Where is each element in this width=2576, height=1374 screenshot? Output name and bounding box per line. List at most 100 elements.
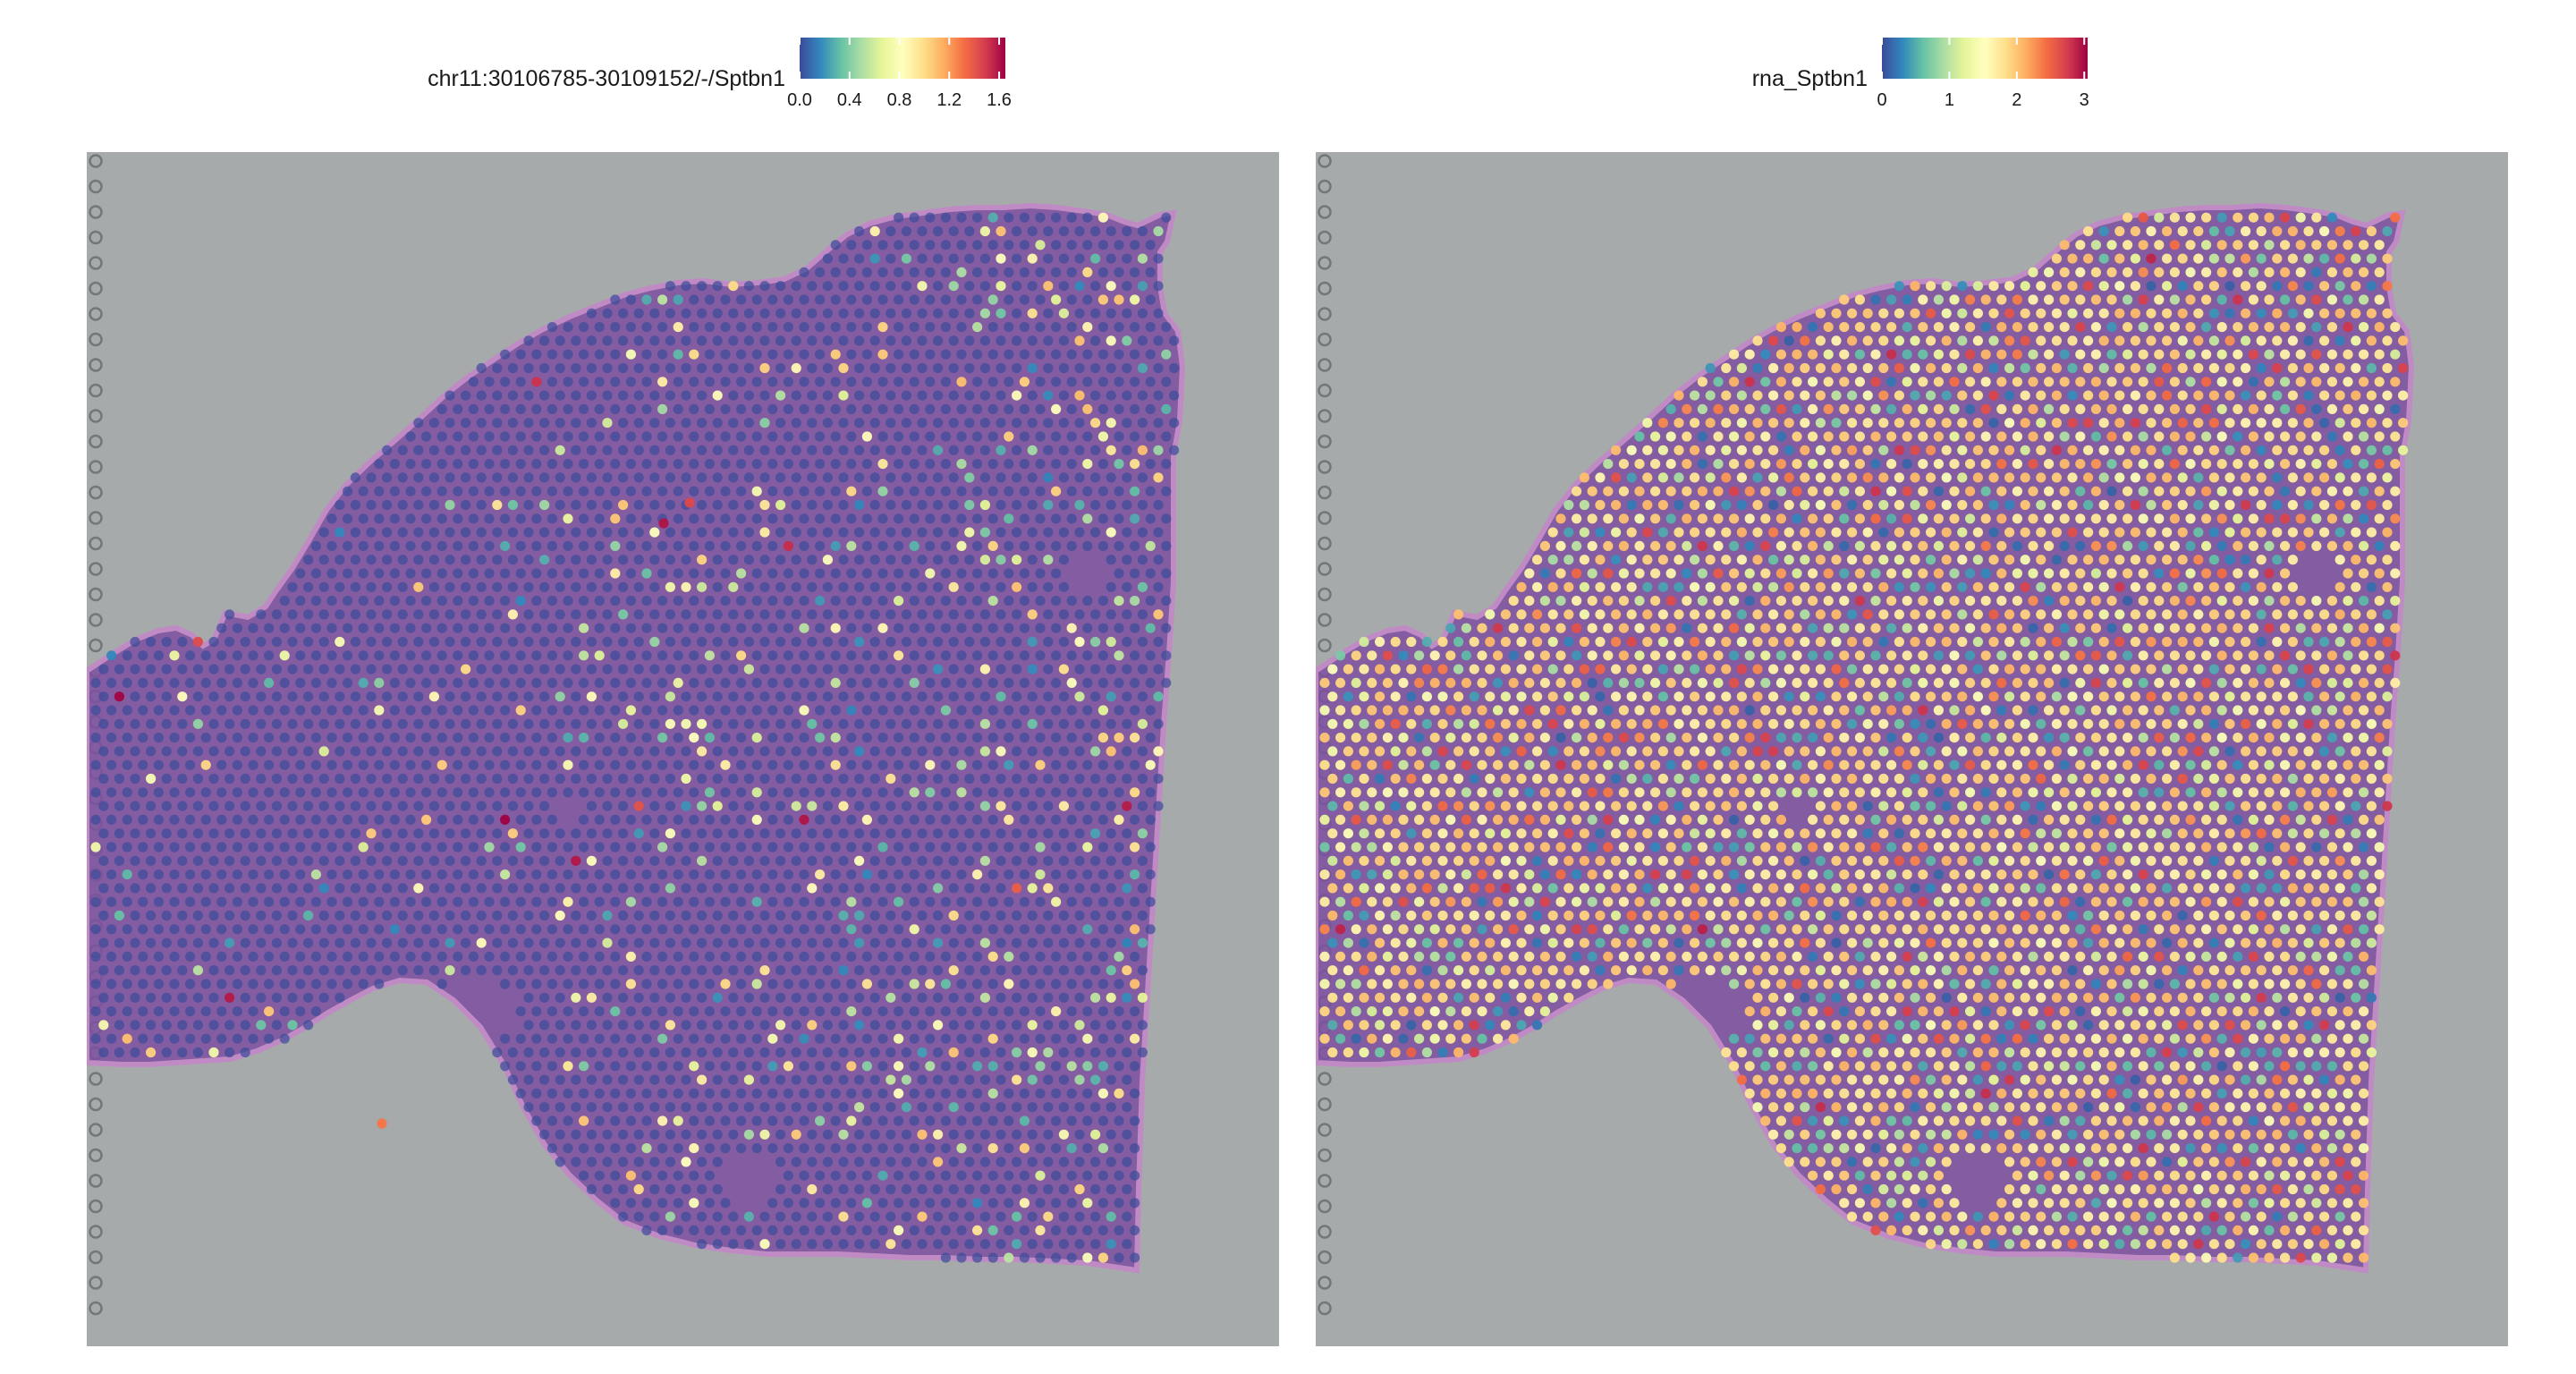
- spot: [523, 691, 534, 702]
- spot: [1058, 499, 1069, 511]
- spot: [343, 896, 353, 907]
- spot: [436, 759, 447, 770]
- spot: [1027, 1020, 1038, 1030]
- spot: [523, 718, 534, 729]
- spot: [665, 691, 676, 702]
- spot: [492, 773, 503, 785]
- spot: [500, 759, 511, 770]
- spot: [2303, 418, 2314, 428]
- spot: [2098, 308, 2109, 318]
- spot: [767, 431, 778, 442]
- spot: [940, 814, 951, 826]
- spot: [256, 965, 267, 976]
- spot: [1019, 240, 1030, 250]
- spot: [326, 540, 337, 552]
- spot: [1066, 924, 1077, 935]
- spot: [2248, 459, 2258, 470]
- spot: [1839, 349, 1850, 360]
- spot: [2012, 322, 2022, 333]
- spot: [1823, 322, 1834, 333]
- spot: [2193, 445, 2204, 455]
- spot: [925, 1088, 936, 1098]
- spot: [673, 349, 683, 360]
- spot: [1690, 499, 1700, 511]
- spot: [2162, 418, 2173, 428]
- spot: [1058, 828, 1069, 839]
- spot: [956, 1198, 967, 1209]
- spot: [909, 322, 919, 333]
- spot: [877, 787, 888, 798]
- spot: [555, 965, 565, 976]
- spot: [594, 459, 605, 470]
- spot: [192, 746, 203, 757]
- spot: [453, 596, 463, 606]
- spot: [1027, 1239, 1038, 1250]
- spot: [2366, 472, 2377, 483]
- fiducial-marker: [1318, 638, 1332, 653]
- spot: [2146, 499, 2157, 511]
- spot: [673, 677, 683, 689]
- spot: [271, 636, 282, 648]
- spot: [846, 1170, 857, 1181]
- fiducial-marker: [1318, 485, 1332, 500]
- fiducial-marker: [89, 409, 103, 423]
- spot: [1878, 499, 1889, 511]
- spot: [1153, 362, 1164, 374]
- spot: [1130, 1170, 1140, 1181]
- spot: [2083, 390, 2094, 401]
- spot: [925, 1061, 936, 1072]
- spot: [1744, 513, 1755, 524]
- spot: [618, 910, 629, 921]
- spot: [547, 979, 558, 989]
- spot: [1137, 362, 1148, 374]
- spot: [445, 390, 455, 401]
- spot: [751, 513, 762, 524]
- spot: [1130, 1033, 1140, 1044]
- spot: [1019, 1006, 1030, 1017]
- spot: [130, 1020, 140, 1030]
- spot: [1972, 472, 1983, 483]
- spot: [318, 773, 329, 785]
- spot: [712, 581, 723, 592]
- spot: [1114, 486, 1124, 496]
- spot: [1027, 281, 1038, 292]
- spot: [1996, 459, 2007, 470]
- spot: [1926, 335, 1936, 346]
- spot: [948, 308, 959, 318]
- spot: [1965, 322, 1976, 333]
- spot: [1862, 390, 1873, 401]
- spot: [625, 349, 637, 360]
- spot: [822, 1102, 834, 1113]
- spot: [807, 609, 818, 620]
- spot: [673, 568, 683, 579]
- spot: [492, 581, 503, 592]
- spot: [421, 431, 432, 442]
- spot: [917, 225, 928, 237]
- fiducial-marker: [89, 1276, 103, 1290]
- spot: [453, 623, 463, 633]
- spot: [673, 513, 683, 524]
- spot: [2059, 377, 2070, 387]
- spot: [1004, 1198, 1014, 1209]
- spot: [1106, 691, 1116, 702]
- spot: [940, 896, 951, 907]
- spot: [1035, 842, 1046, 852]
- spot: [555, 1020, 565, 1030]
- spot: [2366, 499, 2377, 511]
- spot: [271, 883, 282, 894]
- spot: [1823, 486, 1834, 496]
- spot: [1721, 527, 1732, 538]
- spot: [1058, 527, 1069, 538]
- spot: [815, 896, 826, 907]
- spot: [917, 1183, 928, 1195]
- spot: [531, 540, 542, 552]
- spot: [1878, 362, 1889, 374]
- fiducial-marker: [1318, 383, 1332, 398]
- spot: [759, 1102, 770, 1113]
- spot: [791, 965, 801, 976]
- spot: [673, 1088, 683, 1098]
- spot: [861, 677, 873, 689]
- spot: [1090, 527, 1101, 538]
- spot: [2248, 349, 2258, 360]
- spot: [1090, 636, 1101, 648]
